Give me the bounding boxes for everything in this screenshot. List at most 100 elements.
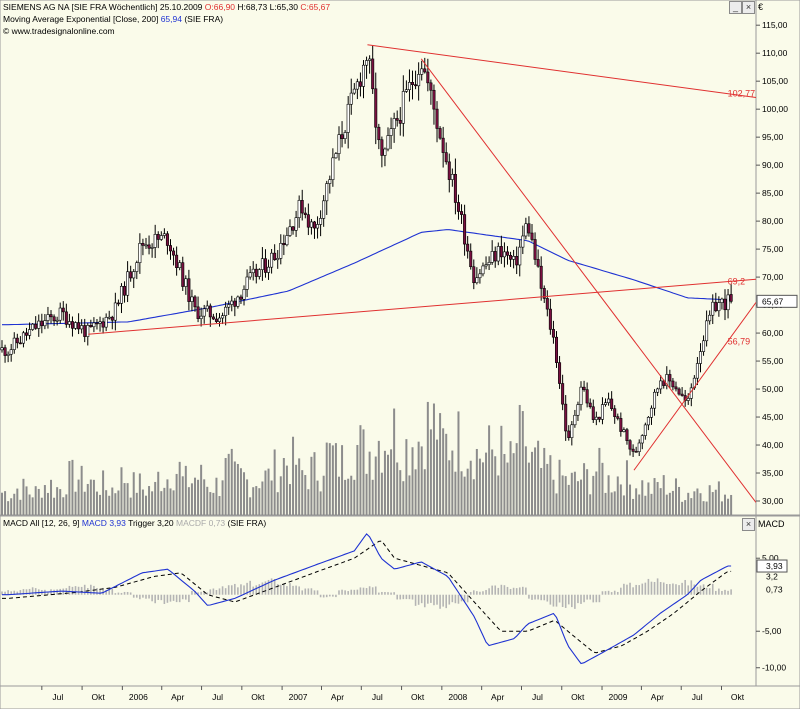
volume-bar xyxy=(68,461,71,515)
macd-axis-label: -10,00 xyxy=(762,663,786,673)
volume-bar xyxy=(92,479,95,515)
macd-histogram-bar xyxy=(604,591,607,595)
macd-histogram-bar xyxy=(635,584,637,595)
candle-body xyxy=(285,235,289,246)
volume-bar xyxy=(341,445,344,515)
volume-bar xyxy=(432,403,435,515)
volume-bar xyxy=(515,443,518,515)
candle-body xyxy=(551,329,555,338)
macd-histogram-bar xyxy=(567,594,570,605)
candle-body xyxy=(224,306,228,316)
volume-bar xyxy=(132,472,135,515)
price-axis-label: 30,00 xyxy=(762,496,784,506)
macd-histogram-bar xyxy=(53,589,55,595)
macd-histogram-bar xyxy=(482,591,484,595)
candle-body xyxy=(456,202,460,212)
volume-bar xyxy=(40,497,43,515)
candle-body xyxy=(499,246,503,258)
macd-histogram-bar xyxy=(436,594,438,605)
volume-bar xyxy=(46,492,49,515)
volume-bar xyxy=(491,449,494,515)
macd-histogram-bar xyxy=(365,588,368,595)
candle-body xyxy=(720,298,724,303)
candle-body xyxy=(438,128,442,139)
macd-histogram-bar xyxy=(491,585,493,595)
candle-body xyxy=(123,286,127,296)
minimize-pane-button[interactable]: _ xyxy=(729,1,742,14)
macd-histogram-bar xyxy=(4,591,6,595)
macd-histogram-bar xyxy=(298,586,300,595)
volume-bar xyxy=(423,469,426,515)
volume-bar xyxy=(301,470,304,515)
candle-body xyxy=(162,233,166,236)
volume-bar xyxy=(83,491,86,515)
macd-histogram-bar xyxy=(472,590,475,595)
macd-histogram-bar xyxy=(512,587,515,595)
volume-bar xyxy=(478,458,481,515)
currency-label: € xyxy=(758,2,763,12)
candle-body xyxy=(512,256,516,260)
macd-histogram-bar xyxy=(163,594,166,604)
candle-body xyxy=(469,250,473,268)
trendline xyxy=(420,58,756,503)
candle-body xyxy=(450,173,454,180)
macd-histogram-bar xyxy=(221,586,224,595)
macd-axis-panel[interactable] xyxy=(755,515,800,687)
macd-histogram-bar xyxy=(230,585,233,595)
macd-histogram-bar xyxy=(414,594,417,606)
volume-bar xyxy=(625,460,628,515)
volume-bar xyxy=(678,486,681,515)
candle-body xyxy=(671,380,675,388)
macd-histogram-bar xyxy=(466,594,469,603)
time-axis-label: Jul xyxy=(532,692,543,702)
candle-body xyxy=(634,451,638,453)
volume-bar xyxy=(512,453,515,515)
macd-histogram-bar xyxy=(571,594,573,608)
macd-histogram-bar xyxy=(246,582,248,595)
candle-body xyxy=(208,305,212,318)
candle-body xyxy=(346,103,350,133)
volume-bar xyxy=(111,487,114,515)
candle-body xyxy=(545,298,549,310)
candle-body xyxy=(502,251,506,258)
volume-bar xyxy=(13,493,16,515)
candle-body xyxy=(251,268,255,274)
macd-histogram-bar xyxy=(111,588,114,595)
candle-body xyxy=(600,404,604,420)
price-axis-panel[interactable] xyxy=(755,0,800,516)
candle-body xyxy=(3,347,7,356)
volume-bar xyxy=(537,440,540,515)
trendline-label: 56,79 xyxy=(728,336,751,346)
candle-body xyxy=(594,416,598,420)
macd-histogram-bar xyxy=(59,588,62,595)
macd-histogram-bar xyxy=(139,594,141,600)
macd-histogram-bar xyxy=(525,587,527,595)
close-pane-button[interactable]: × xyxy=(742,1,755,14)
volume-bar xyxy=(16,488,19,515)
volume-bar xyxy=(255,486,258,515)
price-axis-label: 115,00 xyxy=(762,20,788,30)
close-macd-pane-button[interactable]: × xyxy=(742,518,755,531)
volume-bar xyxy=(86,483,89,515)
candle-body xyxy=(334,153,338,159)
candle-body xyxy=(404,89,408,92)
price-pane[interactable] xyxy=(0,0,757,516)
time-axis-label: 2008 xyxy=(448,692,467,702)
volume-bar xyxy=(282,457,285,515)
macd-histogram-bar xyxy=(641,583,644,595)
macd-pane-title: MACD xyxy=(758,519,785,529)
candle-body xyxy=(411,82,415,85)
macd-histogram-bar xyxy=(693,584,696,595)
candle-body xyxy=(717,302,721,312)
volume-bar xyxy=(411,447,414,515)
last-price-label: 65,67 xyxy=(762,296,784,306)
macd-histogram-bar xyxy=(322,594,325,598)
macd-histogram-bar xyxy=(690,580,693,595)
macd-histogram-bar xyxy=(656,578,659,595)
time-axis-label: Okt xyxy=(251,692,265,702)
candle-body xyxy=(12,337,16,350)
macd-histogram-bar xyxy=(399,594,402,600)
price-axis-label: 100,00 xyxy=(762,104,788,114)
candle-body xyxy=(481,265,485,275)
volume-bar xyxy=(580,479,583,515)
